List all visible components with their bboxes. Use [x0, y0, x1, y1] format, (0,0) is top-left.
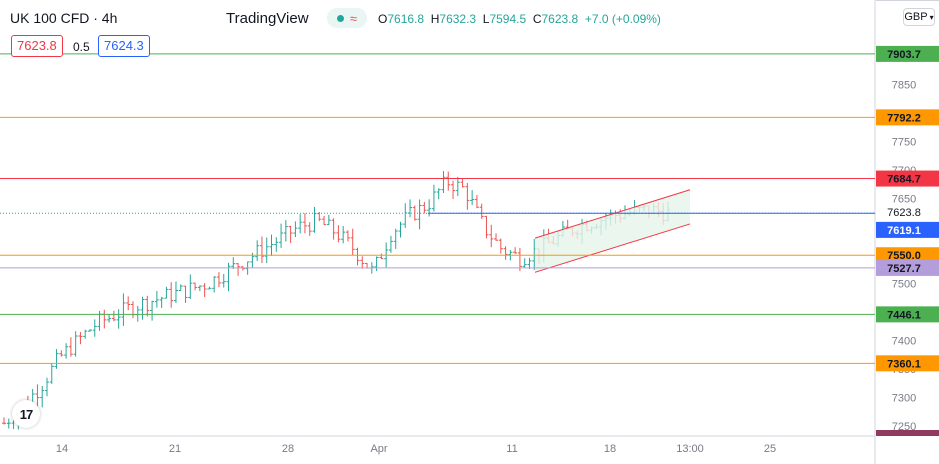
level-price-text: 7684.7 — [887, 174, 921, 186]
level-price-label — [876, 109, 939, 126]
level-price-label — [876, 259, 939, 276]
x-tick-label: 13:00 — [676, 443, 704, 455]
level-price-text: 7792.2 — [887, 112, 921, 124]
top-border — [876, 0, 939, 5]
sell-button[interactable]: 7623.8 — [11, 35, 63, 57]
channel-lower-line — [534, 223, 691, 273]
y-tick-label: 7500 — [892, 279, 916, 291]
ohlc-readout: O7616.8 H7632.3 L7594.5 C7623.8 +7.0 (+0… — [378, 12, 661, 26]
y-tick-label: 7750 — [892, 136, 916, 148]
level-price-text: 7903.7 — [887, 49, 921, 61]
bid-price-label — [876, 221, 939, 238]
level-price-label — [876, 247, 939, 264]
bottom-level-marker — [876, 430, 939, 436]
wave-icon: ≈ — [349, 10, 358, 26]
x-tick-label: 18 — [604, 443, 616, 455]
level-price-text: 7550.0 — [887, 250, 921, 262]
market-open-icon — [336, 14, 344, 22]
x-tick-label: 14 — [56, 443, 68, 455]
level-price-label — [876, 170, 939, 187]
brand-name: TradingView — [226, 10, 309, 27]
buy-button[interactable]: 7624.3 — [98, 35, 150, 57]
channel-fill — [535, 189, 690, 273]
y-tick-label: 7850 — [892, 79, 916, 91]
chevron-down-icon: ▾ — [929, 12, 934, 22]
current-price-text: 7623.8 — [887, 207, 921, 219]
spread-value: 0.5 — [73, 40, 90, 54]
x-tick-label: Apr — [370, 443, 387, 455]
level-price-text: 7446.1 — [887, 309, 921, 321]
plot-area — [0, 0, 874, 436]
market-status-badge[interactable]: ≈ — [327, 8, 367, 28]
symbol-title[interactable]: UK 100 CFD · 4h — [10, 10, 118, 26]
x-tick-label: 28 — [282, 443, 294, 455]
currency-select[interactable]: GBP ▾ — [903, 8, 935, 26]
level-price-text: 7360.1 — [887, 358, 921, 370]
level-price-label — [876, 306, 939, 323]
tradingview-logo-icon[interactable]: 17 — [12, 400, 40, 428]
y-tick-label: 7300 — [892, 393, 916, 405]
x-tick-label: 11 — [506, 443, 517, 455]
level-price-label — [876, 45, 939, 62]
x-tick-label: 21 — [169, 443, 181, 455]
level-price-text: 7527.7 — [887, 263, 921, 275]
level-price-label — [876, 355, 939, 372]
y-tick-label: 7650 — [892, 193, 916, 205]
channel-upper-line — [534, 189, 691, 239]
x-tick-label: 25 — [764, 443, 776, 455]
y-tick-label: 7400 — [892, 336, 916, 348]
bid-price-text: 7619.1 — [887, 225, 921, 237]
